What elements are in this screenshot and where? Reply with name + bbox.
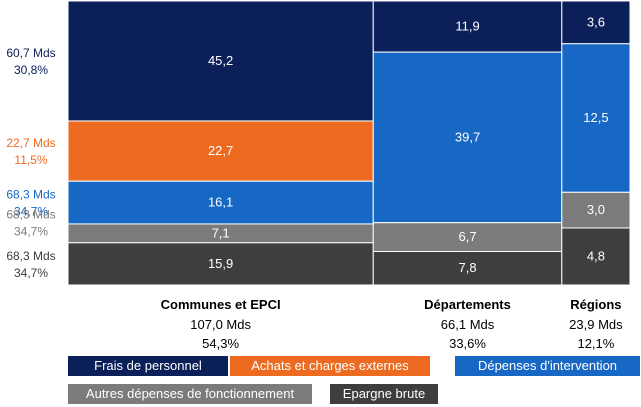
left-annotation-2-line-1: 22,7 Mds — [6, 136, 55, 150]
legend-item-autres-depenses: Autres dépenses de fonctionnement — [68, 384, 312, 404]
bar-segment-communes-et-epci-frais-de-personnel — [67, 0, 374, 122]
bar-segment-communes-et-epci-achats-et-charges-externes — [67, 120, 374, 182]
left-annotation-4-line-1: 68,3 Mds — [6, 207, 55, 221]
category-share-departements: 33,6% — [449, 336, 486, 351]
data-label-regions-frais-de-personnel: 3,6 — [587, 14, 605, 29]
data-label-departements-depenses-d-intervention: 39,7 — [455, 129, 480, 144]
category-label-regions: Régions — [570, 297, 621, 312]
left-annotation-5-line-2: 34,7% — [14, 266, 48, 280]
bar-segment-departements-epargne-brute — [372, 250, 563, 286]
left-annotation-3-line-2: 34,7% — [14, 205, 48, 219]
category-label-departements: Départements — [424, 297, 511, 312]
left-annotation-1-line-2: 30,8% — [14, 63, 48, 77]
bar-segment-communes-et-epci-depenses-d-intervention — [67, 180, 374, 225]
data-label-communes-et-epci-frais-de-personnel: 45,2 — [208, 53, 233, 68]
legend-item-depenses-intervention: Dépenses d'intervention — [455, 356, 640, 376]
left-annotation-4-line-2: 34,7% — [14, 224, 48, 238]
legend-item-epargne-brute: Epargne brute — [330, 384, 438, 404]
bar-segment-regions-frais-de-personnel — [561, 0, 631, 45]
category-total-regions: 23,9 Mds — [569, 317, 623, 332]
category-total-departements: 66,1 Mds — [441, 317, 495, 332]
data-label-regions-epargne-brute: 4,8 — [587, 248, 605, 263]
bar-segment-communes-et-epci-epargne-brute — [67, 242, 374, 286]
data-label-communes-et-epci-autres-depenses-de-fonctionnement: 7,1 — [212, 225, 230, 240]
category-total-communes-et-epci: 107,0 Mds — [190, 317, 251, 332]
left-annotation-3-line-1: 68,3 Mds — [6, 188, 55, 202]
legend-item-achats-et-charges-externes: Achats et charges externes — [230, 356, 430, 376]
bar-segment-departements-depenses-d-intervention — [372, 51, 563, 224]
category-label-communes-et-epci: Communes et EPCI — [161, 297, 281, 312]
bar-segment-regions-depenses-d-intervention — [561, 43, 631, 193]
data-label-communes-et-epci-achats-et-charges-externes: 22,7 — [208, 143, 233, 158]
data-label-departements-epargne-brute: 7,8 — [458, 260, 476, 275]
data-label-communes-et-epci-epargne-brute: 15,9 — [208, 256, 233, 271]
data-label-departements-frais-de-personnel: 11,9 — [455, 19, 479, 34]
category-share-communes-et-epci: 54,3% — [202, 336, 239, 351]
left-annotation-2-line-2: 11,5% — [14, 153, 47, 167]
left-annotation-5-line-1: 68,3 Mds — [6, 249, 55, 263]
data-label-departements-autres-depenses-de-fonctionnement: 6,7 — [458, 229, 476, 244]
data-label-communes-et-epci-depenses-d-intervention: 16,1 — [208, 195, 233, 210]
category-share-regions: 12,1% — [577, 336, 614, 351]
left-annotation-1-line-1: 60,7 Mds — [6, 46, 55, 60]
legend-item-frais-de-personnel: Frais de personnel — [68, 356, 228, 376]
data-label-regions-autres-depenses-de-fonctionnement: 3,0 — [587, 202, 605, 217]
data-label-regions-depenses-d-intervention: 12,5 — [583, 110, 608, 125]
bar-segment-regions-epargne-brute — [561, 227, 631, 286]
